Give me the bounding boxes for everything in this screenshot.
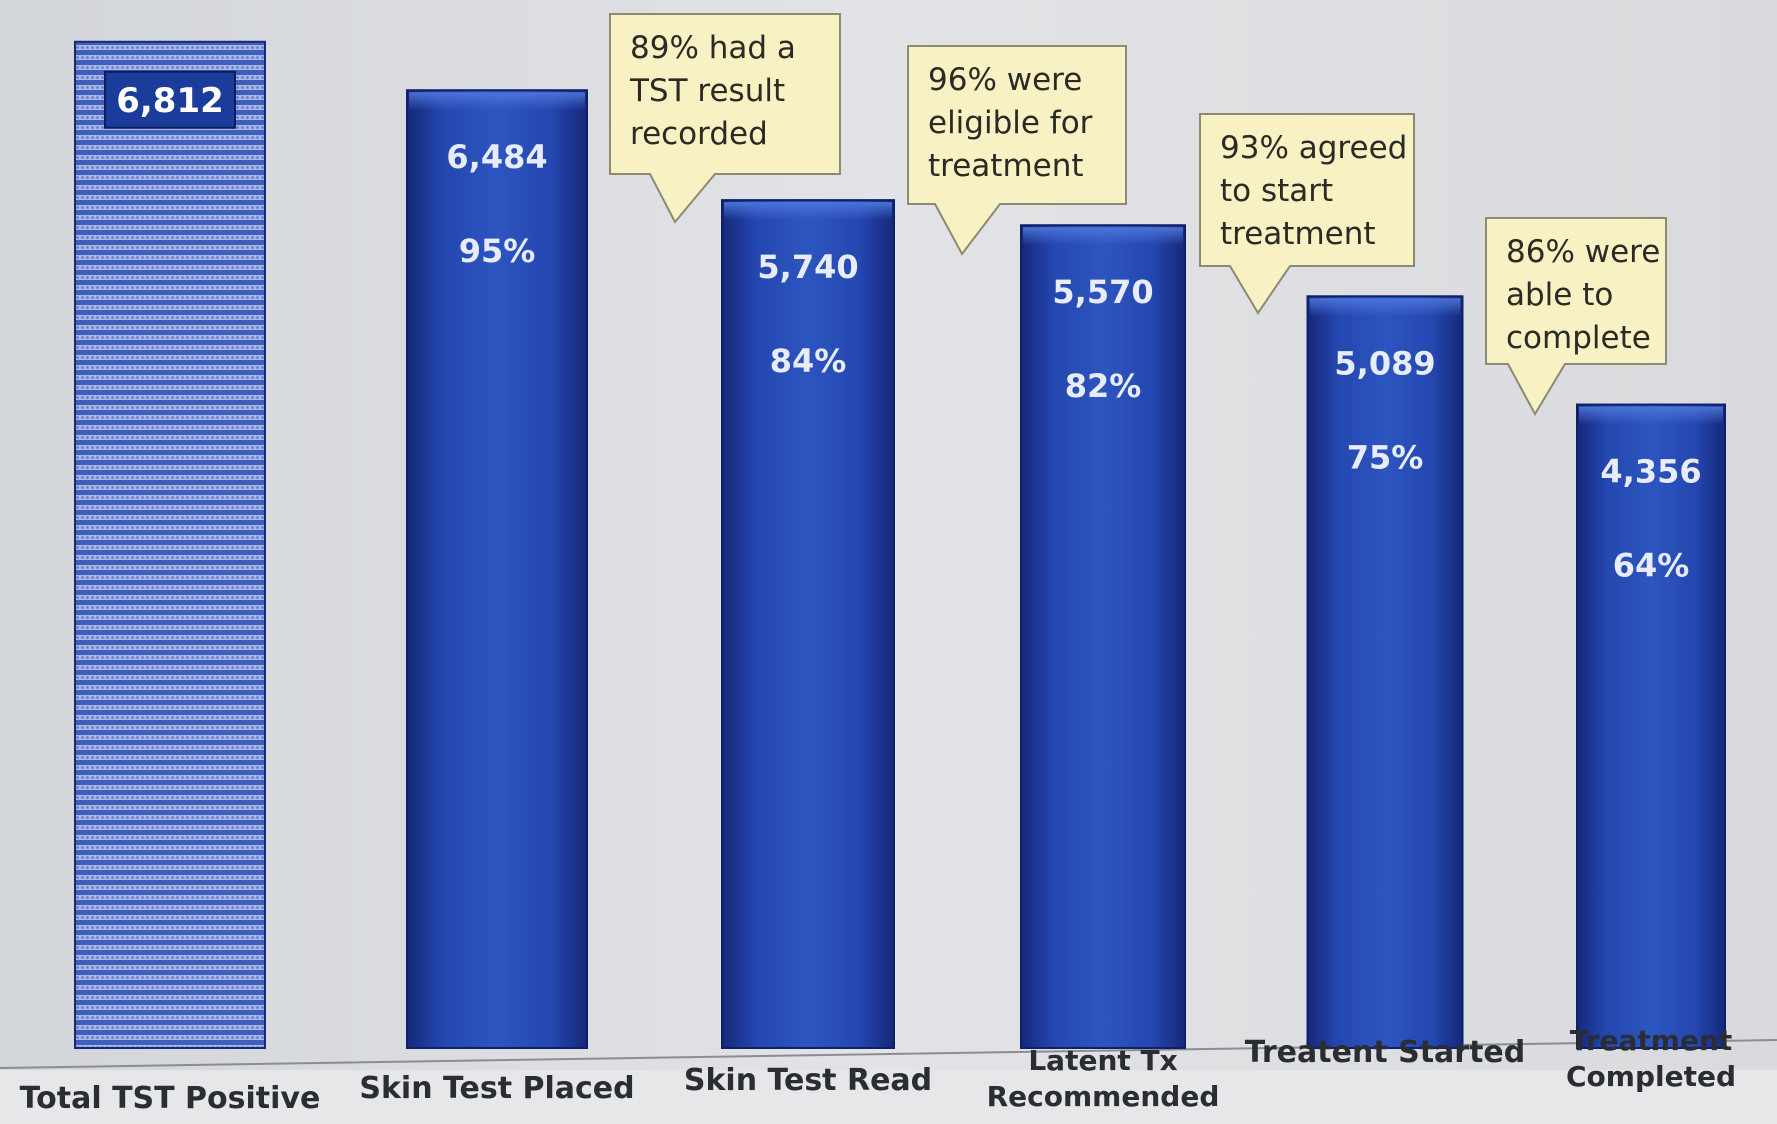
bars-group — [74, 40, 1726, 1050]
percent-label: 75% — [1347, 438, 1424, 476]
bar-highlight — [1023, 227, 1183, 246]
value-label-box — [104, 70, 236, 129]
bar-highlight — [1309, 298, 1461, 317]
value-label: 6,484 — [446, 138, 547, 176]
callout-3: 93% agreed to start treatment — [1199, 113, 1415, 315]
percent-label: 84% — [770, 342, 847, 380]
callout-text: 93% agreed to start treatment — [1220, 130, 1407, 252]
x-axis-line — [0, 1039, 1777, 1069]
x-tick-label: Treatment Completed — [1566, 1024, 1736, 1093]
callouts-group: 89% had a TST result recorded 96% were eligi… — [609, 13, 1667, 417]
callout-text: 89% had a TST result recorded — [629, 30, 796, 152]
x-tick-label: Total TST Positive — [20, 1081, 321, 1116]
x-tick-label: Skin Test Read — [684, 1063, 932, 1098]
callout-4: 86% were able to complete — [1485, 217, 1667, 417]
callout-box — [1199, 113, 1415, 315]
value-label: 6,812 — [116, 81, 224, 121]
value-label: 4,356 — [1600, 453, 1701, 491]
bar-5 — [1306, 295, 1464, 1050]
bar-highlight — [409, 92, 585, 111]
callout-2: 96% were eligible for treatment — [907, 45, 1127, 256]
value-label: 5,740 — [757, 248, 858, 286]
bar-highlight — [724, 202, 892, 221]
callout-box — [1485, 217, 1667, 417]
bar-6 — [1576, 403, 1726, 1049]
callout-box — [609, 13, 841, 224]
callout-text: 86% were able to complete — [1506, 234, 1660, 356]
bar-4 — [1020, 224, 1186, 1049]
callout-text: 96% were eligible for treatment — [928, 62, 1093, 184]
callout-box — [907, 45, 1127, 256]
bar-total-tst-positive — [74, 40, 266, 1050]
value-label: 5,570 — [1052, 273, 1153, 311]
value-label: 5,089 — [1334, 344, 1435, 382]
percent-label: 64% — [1613, 547, 1690, 585]
percent-label: 95% — [459, 232, 536, 270]
bar-highlight — [1579, 406, 1723, 425]
x-tick-label: Skin Test Placed — [359, 1071, 634, 1106]
percent-label: 82% — [1065, 367, 1142, 405]
x-tick-labels: Total TST Positive Skin Test Placed Skin T… — [20, 1024, 1736, 1116]
bar-3 — [721, 199, 895, 1049]
bar-2 — [406, 89, 588, 1049]
x-tick-label: Latent Tx Recommended — [987, 1044, 1220, 1113]
x-tick-label: Treatent Started — [1245, 1035, 1526, 1070]
callout-1: 89% had a TST result recorded — [609, 13, 841, 224]
bar-labels-group: 6,812 6,484 95% 5,740 84% 5,570 82% 5,089 75% 4,3… — [104, 70, 1702, 585]
